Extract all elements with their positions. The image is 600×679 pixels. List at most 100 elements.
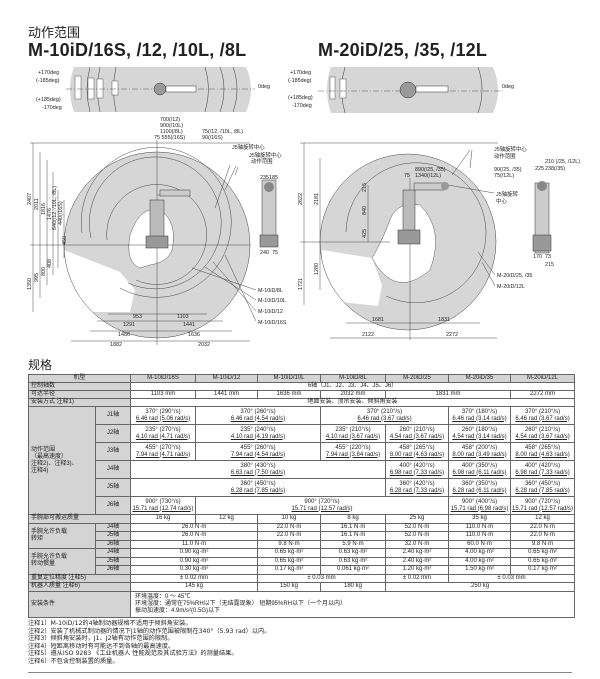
- table-cell: 0.061 kg·m²: [320, 565, 386, 575]
- cell-text: 4.54 rad (3.14 rad/s): [452, 433, 507, 440]
- dimension-label: 235: [260, 175, 269, 181]
- cell-text: 0.65 kg·m²: [274, 557, 304, 564]
- row-label: 可达半径: [28, 390, 131, 399]
- table-cell: ± 0.03 mm: [447, 573, 576, 583]
- dimension-label: J5轴旋转中心: [249, 151, 282, 159]
- table-row: J6轴 11.0 N·m 9.8 N·m 5.9 N·m 32.0 N·m 60.0 N·…: [29, 539, 576, 549]
- cell-text: 4.00 kg·m²: [465, 549, 494, 556]
- table-cell: 25 kg: [385, 514, 449, 524]
- cell-text: 260° (210°/s): [524, 426, 561, 433]
- dimension-label: J5轴旋转中心: [494, 145, 527, 153]
- table-cell: 455° (260°/s) 7.94 rad (4.54 rad/s): [195, 442, 321, 461]
- table-row: 控制轴数 6轴（J1、J2、J3、J4、J5、J6）: [28, 382, 576, 391]
- dimension-label: 90(/16S): [202, 135, 223, 141]
- cell-text: 15.71 rad (12.57 rad/s): [291, 505, 353, 512]
- cell-text: 6.28 rad (6.11 rad/s): [452, 487, 507, 494]
- cell-text: 52.0 N·m: [404, 523, 430, 530]
- cell-text: 26.0 N·m: [181, 523, 207, 530]
- dimension-label: 2011: [34, 198, 40, 210]
- cell-text: 900° (400°/s): [461, 498, 498, 505]
- cell-text: 145 kg: [184, 583, 203, 590]
- cell-text: 250 kg: [471, 583, 490, 590]
- dimension-label: 0deg: [502, 84, 514, 90]
- cell-text: 150 kg: [279, 583, 298, 590]
- table-row: 手腕允许负载 转动惯量 J4轴 0.90 kg·m² 0.65 kg·m² 0.63 k…: [28, 548, 576, 575]
- header-model-column: M-20iD/25: [385, 374, 449, 383]
- cell-text: 360° (450°/s): [240, 480, 276, 487]
- cell-text: 6.46 rad (3.14 rad/s): [452, 415, 507, 422]
- cell-text: 22.0 N·m: [276, 523, 302, 530]
- dimension-label: 210 (/25, /12L): [545, 159, 580, 165]
- table-cell: 10 kg: [257, 514, 321, 524]
- cell-text: 2032 mm: [340, 391, 366, 397]
- table-row: 可达半径 1103 mm 1441 mm 1636 mm 2032 mm 1831 mm 2…: [28, 390, 576, 399]
- header-model-column: M-10iD/8L: [320, 374, 386, 383]
- note-item: 注释2）安装了机械式制动器的情况下J1轴的动作范围被限制在340°（5.93 r…: [28, 627, 271, 635]
- cell-text: 458° (200°/s): [461, 444, 498, 451]
- section-heading-motion-range: 动作范围: [28, 26, 81, 41]
- cell-text: 370° (290°/s): [145, 408, 181, 415]
- cell-text: 4.10 rad (4.19 rad/s): [230, 433, 286, 440]
- cell-text: 0.17 kg·m²: [528, 566, 557, 573]
- axis-label: J6轴: [95, 539, 131, 549]
- dimension-label: 73: [545, 254, 551, 260]
- axis-label: J5轴: [95, 478, 131, 497]
- table-cell: 52.0 N·m: [385, 531, 449, 541]
- cell-text: 6.46 rad (3.67 rad/s): [515, 415, 570, 422]
- cell-text: 12 kg: [535, 515, 550, 522]
- table-row: J6轴 0.30 kg·m² 0.17 kg·m² 0.061 kg·m² 1.20 k…: [29, 565, 576, 575]
- table-cell: 4.00 kg·m²: [448, 548, 511, 558]
- dimension-label: 1441: [183, 322, 195, 328]
- dimension-label: 1476: [47, 208, 53, 220]
- right-top-view: +170deg (-185deg) (+185deg) -170deg 0deg: [288, 66, 514, 114]
- table-cell: 235° (240°/s) 4.10 rad (4.19 rad/s): [195, 424, 321, 443]
- table-cell: 360° (450°/s) 6.28 rad (7.85 rad/s): [130, 478, 386, 497]
- header-model-column: M-10iD/16S: [130, 374, 196, 383]
- right-model-title: M-20iD/25, /35, /12L: [318, 40, 488, 60]
- dimension-label: +170deg: [290, 70, 311, 76]
- cell-text: 1831 mm: [435, 391, 461, 397]
- axis-label: J5轴: [95, 556, 131, 566]
- notes-list: 注释1）M-10iD/12的4轴制动器规格不适用于倾斜角安装。 注释2）安装了机械…: [28, 620, 270, 666]
- note-item: 注释5）遵从ISO 9283 《工业机器人 性能规范及其试验方法》的测量结果。: [28, 650, 238, 658]
- cell-text: ± 0.03 mm: [307, 574, 336, 581]
- table-row: J4轴 380° (430°/s) 6.63 rad (7.50 rad/s) 400…: [29, 460, 576, 479]
- row-group-label: 手腕允许负载 转矩: [28, 522, 96, 549]
- table-cell: 0.17 kg·m²: [257, 565, 321, 575]
- cell-text: 25 kg: [409, 515, 425, 522]
- table-cell: 110.0 N·m: [448, 531, 511, 541]
- header-model-column: M-10iD/12: [195, 374, 258, 383]
- table-cell: 16.1 N·m: [320, 531, 386, 541]
- table-cell: 150 kg: [257, 582, 321, 592]
- dimension-label: 800: [41, 267, 47, 276]
- table-row: J2轴 235° (270°/s) 4.10 rad (4.71 rad/s) 235…: [29, 424, 576, 443]
- dimension-label: 238(/35): [545, 166, 565, 172]
- table-header-row: 机型 M-10iD/16S M-10iD/12 M-10iD/10L M-10iD/8L…: [28, 374, 576, 383]
- table-cell: 5.9 N·m: [320, 539, 386, 549]
- dimension-label: 动作范围: [494, 152, 516, 160]
- cell-text: 22.0 N·m: [530, 532, 555, 539]
- cell-text: 455° (220°/s): [335, 444, 371, 451]
- cell-text: 458° (265°/s): [399, 444, 435, 451]
- table-cell: 360° (450°/s) 6.28 rad (7.85 rad/s): [509, 478, 576, 497]
- table-cell: 22.0 N·m: [509, 531, 576, 541]
- table-cell: 9.8 N·m: [257, 539, 321, 549]
- table-cell: 1831 mm: [385, 390, 511, 399]
- cell-text: 370° (180°/s): [461, 408, 498, 415]
- dimension-label: 1350: [27, 278, 33, 290]
- table-cell: 1103 mm: [130, 390, 196, 399]
- cell-text: 8.00 rad (4.63 rad/s): [389, 451, 445, 458]
- dimension-label: 1100(/8L): [160, 129, 183, 135]
- cell-text: 7.94 rad (4.71 rad/s): [135, 451, 191, 458]
- table-cell: 900° (720°/s) 15.71 rad (12.57 rad/s): [195, 496, 449, 515]
- table-cell: 52.0 N·m: [385, 522, 449, 532]
- table-cell: 370° (290°/s) 6.46 rad (5.06 rad/s): [130, 406, 196, 425]
- table-cell: 35 kg: [448, 514, 511, 524]
- dimension-label: 动作范围: [251, 157, 273, 165]
- table-cell: 0.65 kg·m²: [509, 548, 576, 558]
- cell-text: 0.17 kg·m²: [274, 566, 304, 573]
- cell-text: 900° (720°/s): [304, 498, 340, 505]
- cell-text: 6.98 rad (7.33 rad/s): [515, 469, 570, 476]
- table-cell: 6轴（J1、J2、J3、J4、J5、J6）: [129, 382, 576, 391]
- table-cell: 455° (270°/s) 7.94 rad (4.71 rad/s): [130, 442, 196, 461]
